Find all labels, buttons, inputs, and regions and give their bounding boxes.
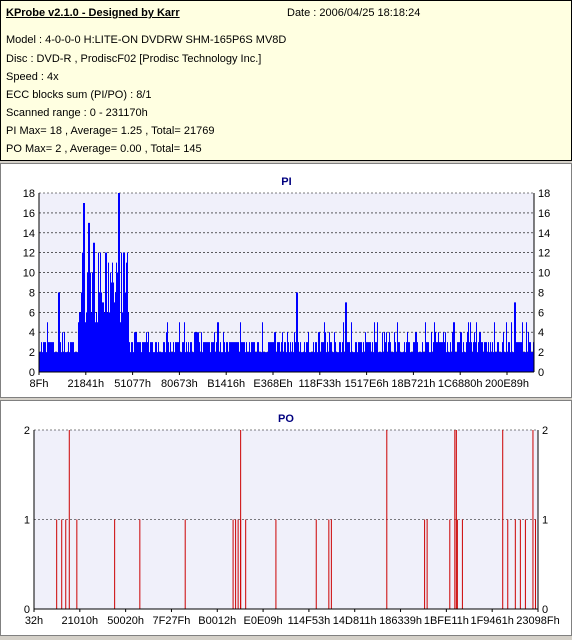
y-tick-label-right: 0 [538, 367, 544, 379]
y-tick-label: 2 [29, 347, 35, 359]
x-tick-label: 8Fh [30, 378, 49, 390]
x-tick-label: 200E89h [485, 378, 529, 390]
x-tick-label: 21841h [67, 378, 104, 390]
y-tick-label: 0 [29, 367, 35, 379]
y-tick-label: 12 [23, 248, 35, 260]
y-tick-label-right: 12 [538, 248, 550, 260]
y-tick-label-right: 16 [538, 208, 550, 220]
disc-info-panel: KProbe v2.1.0 - Designed by Karr Date : … [0, 0, 572, 161]
y-tick-label: 2 [24, 425, 30, 437]
y-tick-label-right: 1 [542, 515, 548, 527]
po-summary-line: PO Max= 2 , Average= 0.00 , Total= 145 [6, 143, 202, 155]
pi-chart-panel: PI 0 0 2 2 4 4 6 6 8 8 10 10 12 12 14 14 16 16 18 18 8Fh 21841… [0, 163, 572, 398]
x-tick-label: 18B721h [391, 378, 435, 390]
x-tick-label: 32h [25, 615, 43, 627]
x-tick-label: 114F53h [288, 615, 331, 627]
ecc-sum-line: ECC blocks sum (PI/PO) : 8/1 [6, 89, 152, 101]
x-tick-label: 1C6880h [438, 378, 483, 390]
x-tick-label: 14D811h [333, 615, 377, 627]
x-tick-label: 7F27Fh [152, 615, 190, 627]
x-tick-label: E0E09h [244, 615, 283, 627]
y-tick-label-right: 10 [538, 268, 550, 280]
y-tick-label-right: 2 [538, 347, 544, 359]
y-tick-label-right: 0 [542, 604, 548, 616]
x-tick-label: 1F9461h [470, 615, 513, 627]
app-title: KProbe v2.1.0 - Designed by Karr [6, 7, 180, 19]
x-tick-label: 51077h [114, 378, 151, 390]
scanned-range-line: Scanned range : 0 - 231170h [6, 107, 148, 119]
y-tick-label: 8 [29, 287, 35, 299]
y-tick-label: 18 [23, 188, 35, 200]
y-tick-label: 6 [29, 307, 35, 319]
y-tick-label-right: 8 [538, 287, 544, 299]
y-tick-label: 4 [29, 327, 35, 339]
model-line: Model : 4-0-0-0 H:LITE-ON DVDRW SHM-165P… [6, 34, 287, 46]
po-chart-panel: PO 0 0 1 1 2 2 32h 21010h 50020h 7F27Fh B0012h E0E09… [0, 400, 572, 636]
speed-line: Speed : 4x [6, 71, 59, 83]
scan-date: Date : 2006/04/25 18:18:24 [287, 7, 421, 19]
x-tick-label: 1517E6h [345, 378, 389, 390]
y-tick-label-right: 4 [538, 327, 544, 339]
po-chart: PO 0 0 1 1 2 2 32h 21010h 50020h 7F27Fh B0012h E0E09… [24, 413, 560, 627]
y-tick-label: 14 [23, 228, 35, 240]
y-tick-label-right: 2 [542, 425, 548, 437]
pi-summary-line: PI Max= 18 , Average= 1.25 , Total= 2176… [6, 125, 215, 137]
x-tick-label: 50020h [107, 615, 144, 627]
x-tick-label: B1416h [207, 378, 245, 390]
x-tick-label: 80673h [161, 378, 198, 390]
y-tick-label: 10 [23, 268, 35, 280]
y-tick-label: 1 [24, 515, 30, 527]
y-tick-label-right: 6 [538, 307, 544, 319]
chart-title: PO [278, 413, 294, 425]
pi-chart: PI 0 0 2 2 4 4 6 6 8 8 10 10 12 12 14 14 16 16 18 18 8Fh 21841… [23, 176, 551, 390]
x-tick-label: 118F33h [298, 378, 341, 390]
x-tick-label: 1BFE11h [424, 615, 469, 627]
x-tick-label: 23098Fh [516, 615, 559, 627]
x-tick-label: B0012h [198, 615, 236, 627]
x-tick-label: 21010h [61, 615, 98, 627]
y-tick-label: 0 [24, 604, 30, 616]
y-tick-label-right: 14 [538, 228, 550, 240]
y-tick-label-right: 18 [538, 188, 550, 200]
x-tick-label: 186339h [379, 615, 422, 627]
disc-line: Disc : DVD-R , ProdiscF02 [Prodisc Techn… [6, 53, 262, 65]
y-tick-label: 16 [23, 208, 35, 220]
chart-title: PI [281, 176, 291, 188]
x-tick-label: E368Eh [253, 378, 292, 390]
